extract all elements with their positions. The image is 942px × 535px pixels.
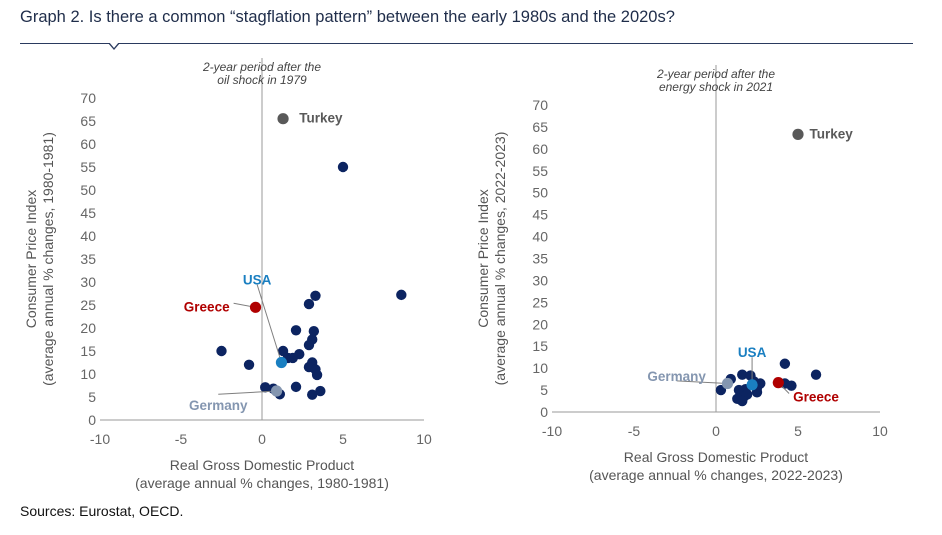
period-annotation: oil shock in 1979 [217,73,307,87]
country-label-germany: Germany [647,369,706,384]
x-tick-label: -5 [628,423,641,439]
data-point [287,352,298,364]
data-point [737,395,748,407]
x-tick-label: 5 [339,431,347,447]
data-point [290,325,302,336]
data-point [311,369,323,381]
title-underline [20,43,913,44]
y-axis-label: Consumer Price Index [23,190,39,329]
highlight-point-germany [721,377,734,390]
y-tick-label: 5 [540,382,548,398]
period-annotation: 2-year period after the [202,60,321,74]
country-label-turkey: Turkey [809,126,853,141]
x-tick-label: -10 [90,431,110,447]
data-point [290,381,302,393]
data-point [396,289,407,301]
data-point [308,326,320,337]
data-point [315,385,326,397]
y-tick-label: 70 [80,90,96,106]
y-axis-label: (average annual % changes, 1980-1981) [40,132,56,386]
data-point [310,290,321,301]
chart-title: Graph 2. Is there a common “stagflation … [20,8,675,26]
y-tick-label: 40 [532,229,548,245]
x-tick-label: -5 [175,431,188,447]
y-tick-label: 55 [532,163,548,179]
highlight-point-greece [772,377,784,389]
y-tick-label: 0 [540,404,548,420]
y-tick-label: 20 [80,320,96,336]
country-label-turkey: Turkey [299,111,343,126]
y-tick-label: 60 [80,136,96,152]
data-point [216,345,227,357]
highlight-point-germany [270,385,283,397]
y-axis-label: Consumer Price Index [475,189,491,328]
y-tick-label: 20 [532,316,548,332]
data-point [260,382,271,393]
x-tick-label: 0 [712,423,720,439]
highlight-point-greece [249,301,262,313]
y-tick-label: 45 [80,205,96,221]
x-tick-label: 5 [794,423,802,439]
y-tick-label: 5 [88,389,96,405]
y-tick-label: 70 [532,97,548,113]
data-point [243,359,255,370]
highlight-point-turkey [277,113,289,125]
data-point [303,298,315,310]
x-axis-label: (average annual % changes, 1980-1981) [135,475,389,491]
country-label-usa: USA [243,273,272,288]
data-point [737,369,748,380]
y-tick-label: 0 [88,412,96,428]
y-tick-label: 25 [532,294,548,310]
y-tick-label: 10 [80,366,96,382]
x-tick-label: 10 [416,431,432,447]
y-tick-label: 30 [80,274,96,290]
y-tick-label: 10 [532,360,548,376]
data-point [337,161,349,173]
x-tick-label: -10 [542,423,562,439]
data-point [810,369,822,380]
country-label-greece: Greece [793,390,839,405]
y-tick-label: 50 [80,182,96,198]
data-point [303,339,315,351]
label-leader-line [218,390,277,395]
y-tick-label: 60 [532,141,548,157]
country-label-greece: Greece [184,299,230,314]
data-point [307,389,318,400]
y-tick-label: 15 [532,338,548,354]
label-leader-line [256,284,282,363]
y-tick-label: 35 [80,251,96,267]
country-label-germany: Germany [189,398,248,413]
data-point [779,358,791,369]
country-label-usa: USA [738,345,767,360]
period-annotation: energy shock in 2021 [659,80,773,94]
data-point [786,380,797,391]
x-axis-label: Real Gross Domestic Product [624,449,809,465]
y-tick-label: 55 [80,159,96,175]
y-axis-label: (average annual % changes, 2022-2023) [492,132,508,386]
x-tick-label: 0 [258,431,266,447]
sources-note: Sources: Eurostat, OECD. [20,503,184,519]
data-point [715,384,727,396]
title-notch-marker [108,42,120,50]
y-tick-label: 40 [80,228,96,244]
y-tick-label: 65 [80,113,96,129]
y-tick-label: 50 [532,185,548,201]
highlight-point-usa [746,379,758,391]
y-tick-label: 35 [532,251,548,267]
label-leader-line [676,380,728,384]
highlight-point-turkey [792,128,804,140]
y-tick-label: 65 [532,119,548,135]
period-annotation: 2-year period after the [656,67,775,81]
x-axis-label: Real Gross Domestic Product [170,457,355,473]
y-tick-label: 25 [80,297,96,313]
y-tick-label: 15 [80,343,96,359]
highlight-point-usa [275,356,288,369]
x-axis-label: (average annual % changes, 2022-2023) [589,467,843,483]
x-tick-label: 10 [872,423,888,439]
y-tick-label: 45 [532,207,548,223]
y-tick-label: 30 [532,272,548,288]
